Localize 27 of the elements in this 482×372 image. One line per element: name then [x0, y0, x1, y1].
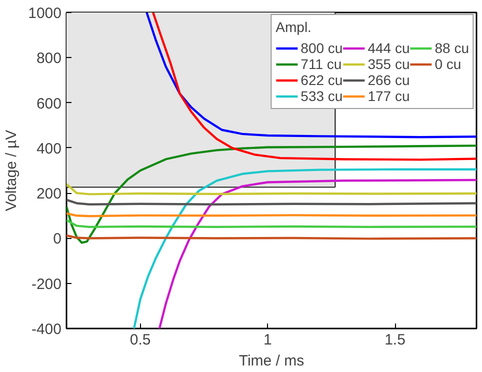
- y-tick-label: -400: [31, 321, 62, 338]
- legend-label: 355 cu: [368, 56, 410, 72]
- legend-label: 0 cu: [434, 56, 462, 72]
- legend-label: 266 cu: [368, 72, 410, 88]
- legend-label: 800 cu: [300, 40, 343, 56]
- y-tick-label: 600: [36, 95, 62, 112]
- x-tick-label: 1: [264, 332, 272, 348]
- line-series: [152, 12, 476, 161]
- x-tick-label: 0.5: [130, 332, 151, 348]
- y-tick-label: 400: [36, 140, 62, 158]
- y-tick-label: -200: [31, 276, 62, 293]
- legend-title: Ampl.: [276, 19, 312, 35]
- legend-label: 533 cu: [300, 88, 343, 104]
- line-series: [146, 12, 476, 138]
- x-tick-label: 1.5: [384, 332, 406, 348]
- y-tick-label: 800: [36, 50, 62, 68]
- legend-label: 711 cu: [300, 56, 342, 72]
- legend-label: 444 cu: [368, 40, 410, 56]
- x-axis-title: Time / ms: [238, 352, 304, 370]
- y-tick-label: 200: [36, 186, 62, 203]
- y-tick-label: 0: [53, 230, 62, 248]
- line-series: [66, 219, 476, 228]
- legend-label: 88 cu: [434, 40, 469, 56]
- y-tick-label: 1000: [28, 5, 62, 22]
- legend-label: 177 cu: [368, 88, 410, 104]
- y-axis-title: Voltage / µV: [3, 130, 20, 212]
- legend-label: 622 cu: [300, 72, 343, 88]
